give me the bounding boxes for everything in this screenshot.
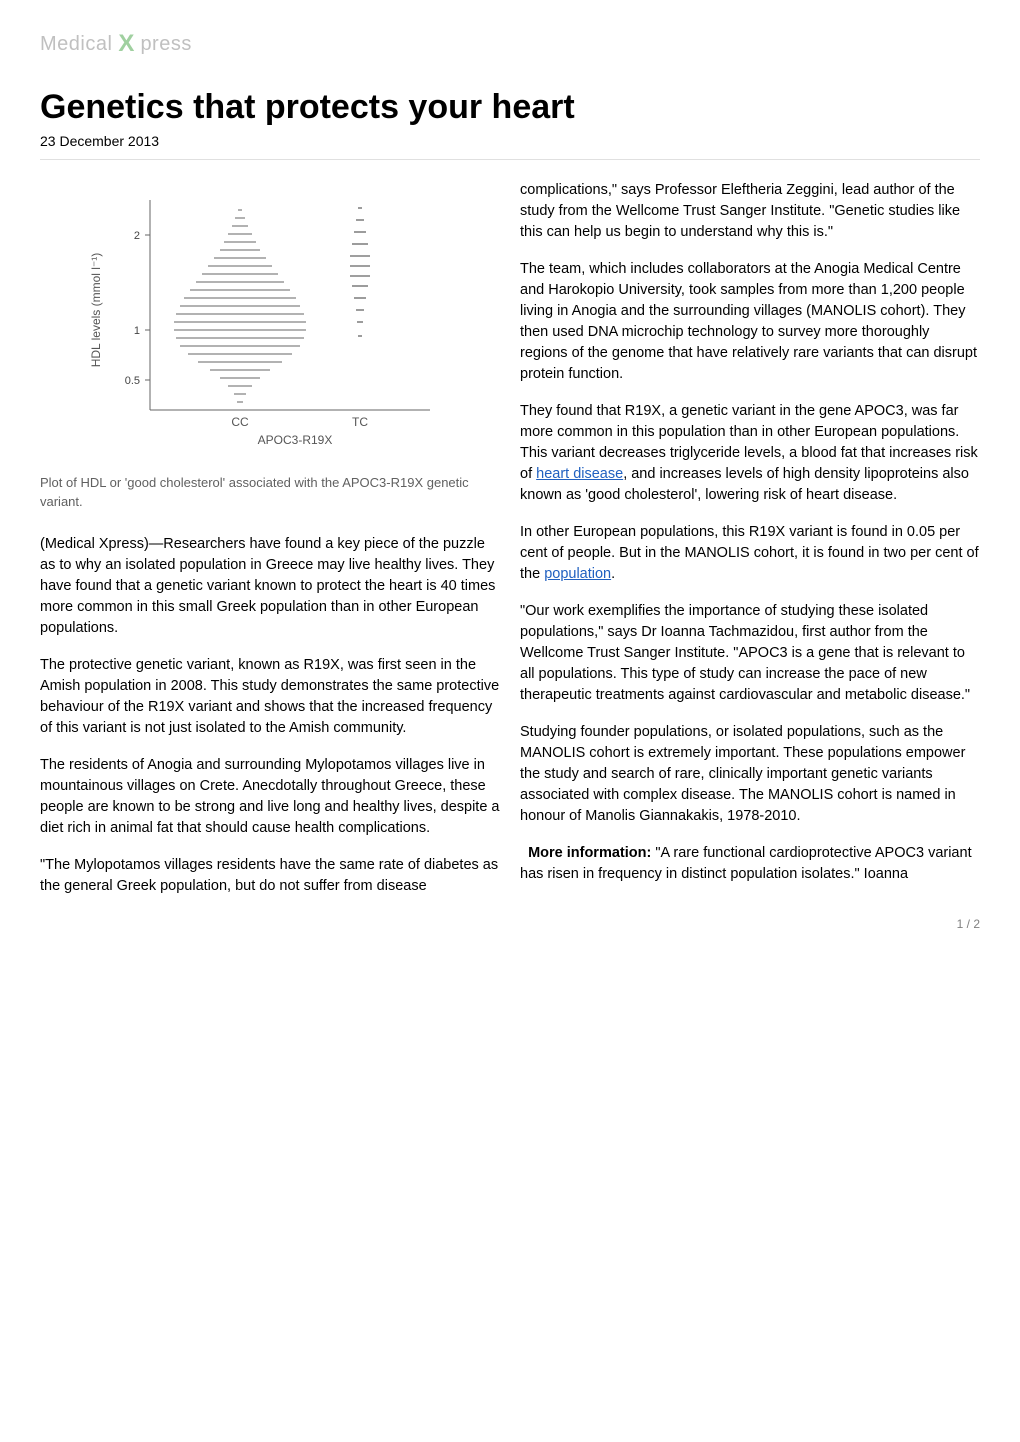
article-title: Genetics that protects your heart — [40, 88, 980, 127]
left-para-2: The protective genetic variant, known as… — [40, 655, 500, 739]
article-body: 0.5 1 2 HDL levels (mmol l⁻¹) CC TC APOC… — [40, 180, 980, 913]
article-date: 23 December 2013 — [40, 133, 980, 149]
tc-swarm — [350, 208, 370, 336]
right-para-2: The team, which includes collaborators a… — [520, 259, 980, 385]
ytick-1.0: 1 — [134, 325, 140, 337]
right-para-3: They found that R19X, a genetic variant … — [520, 401, 980, 506]
site-logo: Medical X press — [40, 30, 980, 58]
logo-x-icon: X — [118, 30, 134, 58]
xtick-cc: CC — [231, 415, 249, 429]
right-column: complications," says Professor Eleftheri… — [520, 180, 980, 913]
ytick-0.5: 0.5 — [125, 375, 140, 387]
right-para-1: complications," says Professor Eleftheri… — [520, 180, 980, 243]
right-para-4: In other European populations, this R19X… — [520, 522, 980, 585]
population-link[interactable]: population — [544, 566, 611, 582]
right-para-6: Studying founder populations, or isolate… — [520, 722, 980, 827]
left-para-4: "The Mylopotamos villages residents have… — [40, 855, 500, 897]
heart-disease-link[interactable]: heart disease — [536, 466, 623, 482]
ytick-2.0: 2 — [134, 230, 140, 242]
right-para-5: "Our work exemplifies the importance of … — [520, 601, 980, 706]
more-info-label: More information: — [528, 845, 651, 861]
title-divider — [40, 159, 980, 160]
right-para-4-post: . — [611, 566, 615, 582]
left-para-1: (Medical Xpress)—Researchers have found … — [40, 534, 500, 639]
xtick-tc: TC — [352, 415, 368, 429]
left-para-3: The residents of Anogia and surrounding … — [40, 755, 500, 839]
page-number: 1 / 2 — [957, 917, 980, 931]
hdl-apoc3-figure: 0.5 1 2 HDL levels (mmol l⁻¹) CC TC APOC… — [40, 180, 500, 512]
logo-text-right: press — [140, 33, 191, 56]
y-axis-label: HDL levels (mmol l⁻¹) — [89, 253, 103, 368]
cc-swarm — [174, 210, 306, 402]
figure-caption: Plot of HDL or 'good cholesterol' associ… — [40, 474, 500, 512]
left-column: 0.5 1 2 HDL levels (mmol l⁻¹) CC TC APOC… — [40, 180, 500, 913]
more-info: More information: "A rare functional car… — [520, 843, 980, 885]
logo-text-left: Medical — [40, 33, 112, 56]
hdl-chart-svg: 0.5 1 2 HDL levels (mmol l⁻¹) CC TC APOC… — [80, 180, 460, 460]
x-axis-label: APOC3-R19X — [258, 433, 333, 447]
